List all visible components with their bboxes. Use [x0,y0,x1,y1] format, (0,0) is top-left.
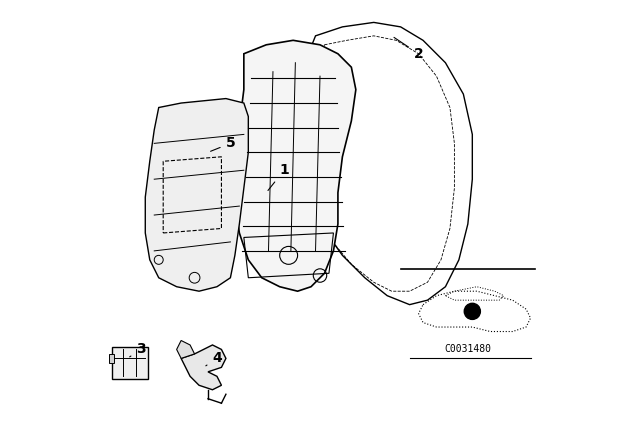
Text: 5: 5 [211,136,236,151]
Text: 2: 2 [394,37,424,61]
Polygon shape [145,99,248,291]
Text: 3: 3 [130,342,146,357]
Polygon shape [181,345,226,390]
Polygon shape [177,340,195,358]
Text: C0031480: C0031480 [444,345,492,354]
Polygon shape [235,40,356,291]
Text: 4: 4 [206,351,222,366]
Text: 1: 1 [268,163,289,190]
Circle shape [464,303,481,319]
Polygon shape [109,354,114,363]
FancyBboxPatch shape [112,347,148,379]
